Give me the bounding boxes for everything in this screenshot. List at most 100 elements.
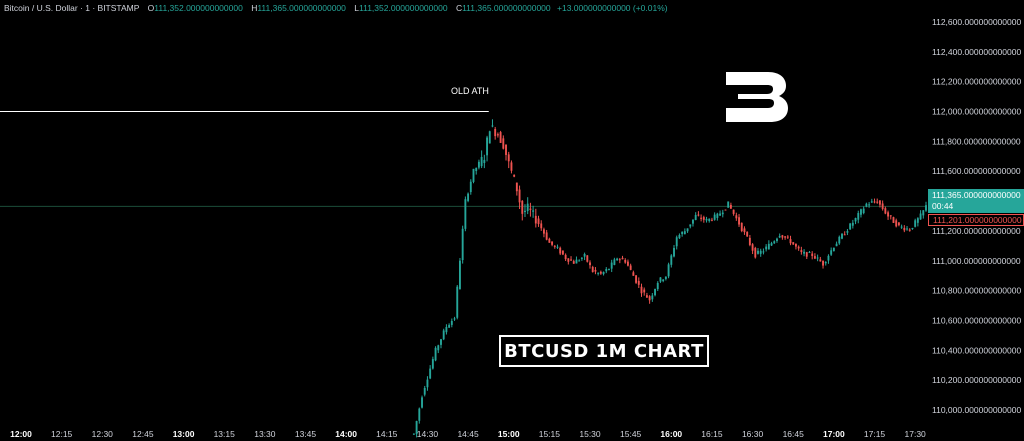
x-tick-label: 16:00: [660, 429, 682, 439]
candle-body: [914, 220, 917, 227]
candle-body: [710, 219, 713, 221]
y-tick-label: 112,200.000000000000: [932, 77, 1021, 87]
candle-body: [835, 243, 838, 247]
candle-body: [583, 253, 586, 257]
candle-body: [678, 234, 681, 239]
candle-body: [770, 243, 773, 246]
candle-body: [662, 279, 665, 282]
candle-body: [572, 261, 575, 264]
candle-body: [895, 220, 898, 227]
candle-body: [640, 286, 643, 294]
candle-body: [491, 125, 494, 127]
candle-body: [843, 234, 846, 236]
candle-body: [510, 162, 513, 171]
candle-body: [900, 226, 903, 228]
candle-body: [448, 324, 451, 328]
x-tick-label: 16:45: [783, 429, 805, 439]
candle-body: [564, 254, 567, 260]
candle-body: [480, 156, 483, 167]
y-tick-label: 110,400.000000000000: [932, 345, 1021, 355]
candle-body: [767, 243, 770, 250]
candle-body: [740, 222, 743, 231]
candle-body: [870, 201, 873, 203]
candle-body: [426, 379, 429, 388]
y-tick-label: 112,600.000000000000: [932, 17, 1021, 27]
candle-body: [656, 282, 659, 290]
candle-body: [808, 251, 811, 253]
candle-body: [692, 219, 694, 224]
candle-body: [773, 241, 776, 244]
candle-body: [794, 243, 797, 247]
candle-body: [423, 387, 426, 395]
candle-body: [459, 260, 461, 290]
x-tick-label: 12:30: [92, 429, 114, 439]
candle-body: [637, 280, 640, 285]
candle-body: [534, 215, 537, 224]
x-tick-label: 15:15: [539, 429, 561, 439]
candle-body: [469, 181, 472, 193]
candle-body: [507, 154, 510, 162]
open-label: O: [147, 3, 155, 13]
candle-body: [670, 255, 673, 265]
open-value: 111,352.000000000000: [154, 3, 243, 13]
candle-body: [613, 259, 616, 265]
candle-body: [697, 214, 700, 216]
candle-body: [925, 205, 927, 211]
chart-banner: BTCUSD 1M CHART: [499, 335, 709, 367]
candle-body: [494, 128, 497, 137]
candle-body: [689, 224, 692, 227]
candle-body: [415, 421, 418, 435]
candle-body: [781, 235, 784, 238]
candle-body: [797, 246, 800, 249]
candle-body: [537, 218, 540, 225]
candle-body: [431, 359, 434, 369]
candle-body: [708, 218, 711, 221]
old-ath-label: OLD ATH: [451, 86, 489, 96]
candle-body: [800, 250, 803, 253]
candle-body: [664, 276, 667, 279]
x-tick-label: 14:45: [457, 429, 479, 439]
candle-body: [559, 247, 562, 254]
candle-body: [567, 258, 570, 262]
candle-body: [499, 132, 502, 143]
x-tick-label: 15:45: [620, 429, 642, 439]
y-tick-label: 110,800.000000000000: [932, 286, 1021, 296]
x-tick-label: 14:00: [335, 429, 357, 439]
candle-body: [735, 215, 738, 219]
candle-body: [456, 286, 459, 318]
candle-body: [629, 265, 632, 270]
candle-body: [616, 258, 619, 261]
candle-body: [659, 277, 662, 282]
candle-body: [556, 246, 559, 248]
x-tick-label: 14:30: [417, 429, 439, 439]
symbol-title[interactable]: Bitcoin / U.S. Dollar · 1 · BITSTAMP: [4, 3, 140, 13]
candle-body: [594, 269, 597, 272]
candle-body: [648, 296, 651, 301]
candle-body: [486, 137, 488, 156]
candle-body: [667, 264, 670, 277]
candle-body: [621, 257, 624, 260]
x-tick-label: 12:15: [51, 429, 73, 439]
x-tick-label: 17:00: [823, 429, 845, 439]
candle-body: [727, 201, 730, 208]
candle-body: [903, 227, 906, 231]
candle-body: [513, 174, 516, 177]
candle-body: [521, 200, 524, 214]
candle-body: [518, 189, 521, 203]
candle-body: [916, 218, 919, 223]
candle-body: [626, 261, 629, 266]
candle-body: [908, 229, 911, 231]
candle-body: [445, 327, 448, 333]
horizontal-lines: [0, 111, 926, 207]
candle-body: [540, 223, 543, 229]
candle-body: [654, 289, 656, 296]
candle-body: [892, 217, 895, 223]
candle-body: [651, 295, 654, 300]
candle-body: [561, 250, 564, 255]
close-value: 111,365.000000000000: [462, 3, 551, 13]
candle-body: [876, 201, 879, 203]
y-tick-label: 111,800.000000000000: [932, 136, 1021, 146]
y-tick-label: 110,200.000000000000: [932, 375, 1021, 385]
candle-body: [477, 161, 480, 168]
